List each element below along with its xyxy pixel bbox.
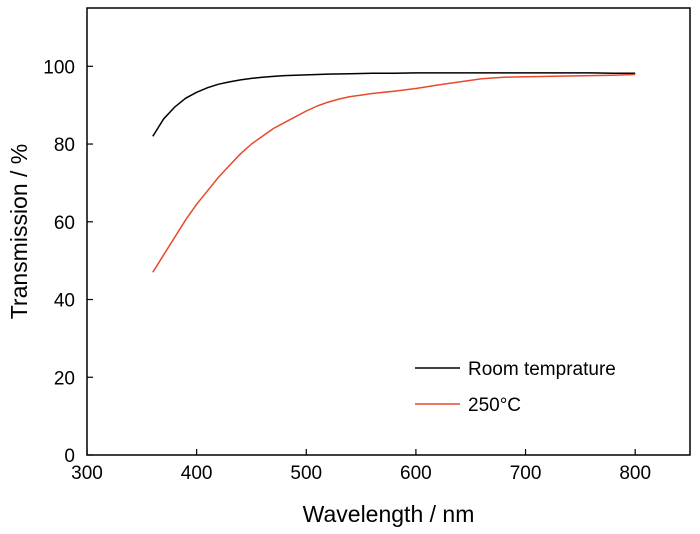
y-tick-label: 40 [54, 291, 75, 312]
y-tick-label: 100 [43, 57, 75, 78]
series-layer [152, 72, 636, 273]
x-tick-label: 800 [619, 463, 651, 484]
y-tick-label: 80 [54, 135, 75, 156]
x-tick-label: 400 [181, 463, 213, 484]
legend-label-250c: 250°C [468, 395, 521, 416]
plot-area-frame [86, 7, 691, 456]
y-tick-label: 20 [54, 368, 75, 389]
series-line-0 [152, 72, 636, 137]
x-axis-title: Wavelength / nm [303, 501, 475, 527]
y-axis-title: Transmission / % [6, 144, 32, 320]
x-tick-label: 500 [290, 463, 322, 484]
legend-label-room-temperature: Room temprature [468, 359, 616, 380]
axis-ticks: 300 400 500 600 700 800 0 20 40 60 80 100 [43, 57, 651, 484]
x-tick-label: 700 [510, 463, 542, 484]
x-tick-label: 600 [400, 463, 432, 484]
x-tick-label: 300 [71, 463, 103, 484]
series-line-1 [152, 73, 636, 273]
y-tick-label: 60 [54, 213, 75, 234]
legend: Room temprature 250°C [415, 359, 616, 416]
y-tick-label: 0 [64, 446, 75, 467]
